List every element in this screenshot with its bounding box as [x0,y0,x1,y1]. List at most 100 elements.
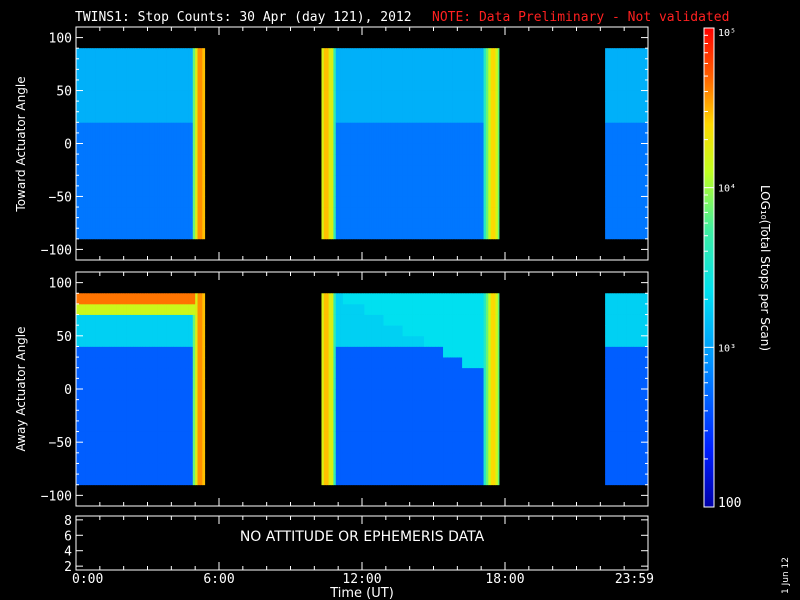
heatmap-cell [362,389,365,401]
heatmap-cell [118,431,122,443]
heatmap-cell [493,399,496,411]
heatmap-cell [366,207,370,219]
heatmap-cell [392,346,396,358]
heatmap-cell [633,122,637,134]
heatmap-cell [495,474,499,486]
heatmap-cell [102,207,105,219]
heatmap-cell [474,367,477,379]
heatmap-cell [104,303,108,315]
heatmap-cell [340,122,344,134]
heatmap-cell [645,69,649,81]
heatmap-cell [342,164,346,176]
heatmap-cell [102,122,105,134]
heatmap-cell [359,154,363,166]
heatmap-cell [373,217,377,229]
heatmap-cell [421,378,425,390]
heatmap-cell [161,463,165,475]
heatmap-cell [462,378,465,390]
heatmap-cell [381,58,384,70]
heatmap-cell [347,293,351,305]
heatmap-cell [109,293,113,305]
heatmap-cell [335,474,339,486]
heatmap-cell [142,132,146,144]
heatmap-cell [385,346,389,358]
heatmap-cell [476,357,480,369]
heatmap-cell [195,303,198,315]
heatmap-cell [157,185,160,197]
heatmap-cell [128,79,132,91]
heatmap-cell [378,452,382,464]
heatmap-cell [118,452,122,464]
heatmap-cell [345,154,349,166]
heatmap-cell [435,175,439,187]
heatmap-cell [440,48,444,60]
heatmap-cell [459,79,463,91]
heatmap-cell [371,101,375,113]
heatmap-cell [166,325,170,337]
heatmap-cell [154,185,158,197]
heatmap-cell [485,143,489,155]
heatmap-cell [335,90,339,102]
heatmap-cell [433,463,437,475]
heatmap-cell [400,346,403,358]
heatmap-cell [188,175,191,187]
heatmap-cell [147,346,151,358]
heatmap-cell [178,164,182,176]
heatmap-cell [159,367,163,379]
heatmap-cell [137,452,141,464]
heatmap-cell [423,325,427,337]
heatmap-cell [631,132,635,144]
heatmap-cell [443,101,446,113]
heatmap-cell [190,185,194,197]
heatmap-cell [135,293,139,305]
heatmap-cell [397,196,401,208]
heatmap-cell [416,442,420,454]
heatmap-cell [114,185,117,197]
heatmap-cell [366,303,370,315]
heatmap-cell [381,132,384,144]
heatmap-cell [78,431,82,443]
heatmap-cell [135,122,139,134]
heatmap-cell [340,69,344,81]
heatmap-cell [357,463,361,475]
heatmap-cell [609,58,613,70]
heatmap-cell [636,101,639,113]
heatmap-cell [421,101,425,113]
heatmap-cell [409,303,413,315]
heatmap-cell [78,196,82,208]
heatmap-cell [390,154,394,166]
heatmap-cell [445,217,449,229]
heatmap-cell [118,207,122,219]
heatmap-cell [161,410,165,422]
heatmap-cell [164,111,167,123]
heatmap-cell [199,217,203,229]
heatmap-cell [621,196,625,208]
heatmap-cell [180,217,184,229]
heatmap-cell [388,325,391,337]
heatmap-cell [490,335,494,347]
heatmap-cell [352,303,356,315]
heatmap-cell [192,111,196,123]
heatmap-cell [419,314,422,326]
heatmap-cell [178,101,182,113]
heatmap-cell [385,122,389,134]
heatmap-cell [78,175,82,187]
heatmap-cell [118,175,122,187]
heatmap-cell [111,69,115,81]
heatmap-cell [183,346,187,358]
heatmap-cell [180,175,184,187]
heatmap-cell [419,410,422,422]
heatmap-cell [364,463,368,475]
heatmap-cell [106,325,110,337]
heatmap-cell [166,452,170,464]
heatmap-cell [476,335,480,347]
heatmap-cell [481,463,484,475]
heatmap-cell [466,69,470,81]
heatmap-cell [621,164,625,176]
heatmap-cell [466,378,470,390]
heatmap-cell [121,431,125,443]
heatmap-cell [147,217,151,229]
heatmap-cell [183,399,187,411]
heatmap-cell [87,420,91,432]
heatmap-cell [636,217,639,229]
